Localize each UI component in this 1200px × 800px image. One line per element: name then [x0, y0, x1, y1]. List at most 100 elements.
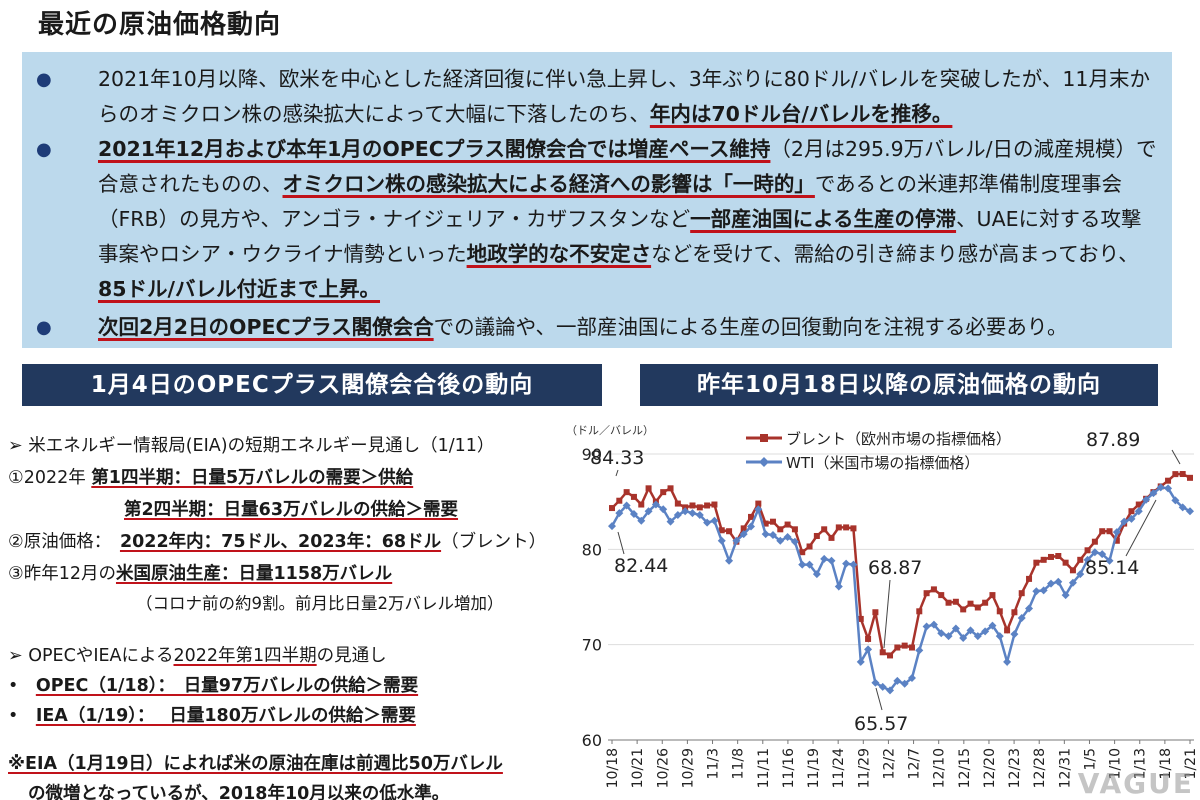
wti-point	[659, 505, 668, 514]
bullet2-highlight-4: 地政学的な不安定さ	[466, 242, 652, 266]
wti-point	[615, 509, 624, 518]
brent-point	[872, 609, 879, 616]
bullet-dot: ●	[36, 317, 52, 338]
opec-title-prefix: ➢ OPECやIEAによる	[8, 646, 174, 666]
wti-point	[827, 556, 836, 565]
brent-point	[1179, 471, 1186, 478]
brent-point	[1011, 609, 1018, 616]
wti-point	[717, 536, 726, 545]
q1-prefix: ①2022年	[8, 468, 92, 488]
watermark-logo: VAGUE	[1077, 767, 1194, 800]
q1-text: ：日量5万バレルの需要＞供給	[173, 468, 414, 488]
brent-point	[1026, 575, 1033, 582]
data-label: 68.87	[868, 557, 922, 579]
brent-point	[755, 500, 762, 507]
brent-point	[674, 500, 681, 507]
wti-point	[622, 501, 631, 510]
wti-point	[761, 530, 770, 539]
brent-point	[777, 526, 784, 533]
brent-point	[945, 599, 952, 606]
wti-point	[820, 554, 829, 563]
x-tick-label: 10/29	[680, 748, 696, 788]
x-tick-label: 12/10	[932, 748, 948, 788]
page-title: 最近の原油価格動向	[38, 10, 282, 40]
wti-point	[790, 537, 799, 546]
wti-point	[703, 518, 712, 527]
wti-point	[1083, 555, 1092, 564]
wti-point	[1134, 507, 1143, 516]
eia-q2: 第2四半期：日量63万バレルの供給＞需要	[124, 496, 458, 521]
y-tick-label: 90	[582, 445, 602, 464]
wti-point	[732, 536, 741, 545]
x-tick-label: 12/7	[907, 748, 923, 779]
wti-point	[1127, 514, 1136, 523]
wti-point	[710, 516, 719, 525]
prod-label: 米国原油生産	[115, 564, 221, 584]
oil-price-chart: （ドル／バレル） 60 70 80 90 10/18 10/21 10/26 10/29 11/3…	[560, 420, 1200, 800]
brent-point	[989, 592, 996, 599]
legend-label-1: ブレント（欧州市場の指標価格）	[786, 430, 1011, 448]
wti-point	[1105, 556, 1114, 565]
q2-text: ：日量63万バレルの供給＞需要	[206, 500, 459, 520]
summary-bullet-1: ● 2021年10月以降、欧米を中心とした経済回復に伴い急上昇し、3年ぶりに80…	[36, 62, 1161, 132]
wti-point	[651, 500, 660, 509]
brent-point	[982, 599, 989, 606]
x-tick-label: 11/24	[831, 748, 847, 788]
wti-point	[1046, 579, 1055, 588]
wti-point	[629, 510, 638, 519]
wti-point	[842, 559, 851, 568]
wti-point	[812, 570, 821, 579]
wti-point	[922, 622, 931, 631]
wti-point	[608, 522, 616, 531]
wti-point	[747, 522, 756, 531]
wti-point	[900, 679, 909, 688]
brent-point	[711, 501, 718, 508]
brent-point	[960, 606, 967, 613]
list-bullet: •	[8, 676, 19, 696]
brent-point	[762, 520, 769, 527]
brent-point	[879, 649, 886, 656]
wti-point	[644, 507, 653, 516]
x-tick-label: 1/21	[1183, 748, 1199, 779]
opec-item: • OPEC（1/18）： 日量97万バレルの供給＞需要	[8, 672, 418, 697]
eia-production: ③昨年12月の米国原油生産：日量1158万バレル	[8, 560, 392, 585]
x-tick-label: 10/21	[630, 748, 646, 788]
brent-point	[1040, 556, 1047, 563]
x-tick-label: 11/16	[781, 748, 797, 788]
bullet3-highlight: 次回2月2日のOPECプラス閣僚会合	[98, 315, 434, 339]
brent-point	[835, 524, 842, 531]
wti-point	[929, 620, 938, 629]
oil-price-chart-svg: （ドル／バレル） 60 70 80 90 10/18 10/21 10/26 10/29 11/3…	[566, 424, 1199, 788]
x-tick-label: 1/10	[1108, 748, 1124, 779]
wti-point	[666, 517, 675, 526]
wti-point	[937, 629, 946, 638]
brent-point	[923, 590, 930, 597]
wti-point	[688, 509, 697, 518]
brent-point	[1047, 553, 1054, 560]
wti-point	[739, 530, 748, 539]
y-axis-unit-label: （ドル／バレル）	[566, 424, 654, 437]
brent-point	[630, 493, 637, 500]
eia-note-line-2: の微増となっているが、2018年10月以来の低水準。	[28, 784, 450, 800]
brent-point	[799, 549, 806, 556]
price-suffix: （ブレント）	[441, 532, 547, 552]
wti-point	[1003, 657, 1012, 666]
x-tick-label: 10/26	[655, 748, 671, 788]
wti-point	[805, 560, 814, 569]
brent-point	[916, 608, 923, 615]
brent-point	[865, 635, 872, 642]
right-section-header: 昨年10月18日以降の原油価格の動向	[640, 364, 1158, 406]
wti-point	[754, 505, 763, 514]
brent-point	[1106, 528, 1113, 535]
brent-point	[1172, 471, 1179, 478]
x-tick-label: 1/18	[1158, 748, 1174, 779]
brent-point	[689, 502, 696, 509]
leader-line	[1171, 449, 1181, 465]
x-tick-label: 12/23	[1007, 748, 1023, 788]
leader-line	[615, 469, 619, 477]
opec-title: ➢ OPECやIEAによる2022年第1四半期の見通し	[8, 642, 387, 667]
data-label: 82.44	[614, 555, 668, 577]
wti-point	[1068, 578, 1077, 587]
q1-label: 第1四半期	[91, 468, 174, 488]
wti-point	[878, 682, 887, 691]
